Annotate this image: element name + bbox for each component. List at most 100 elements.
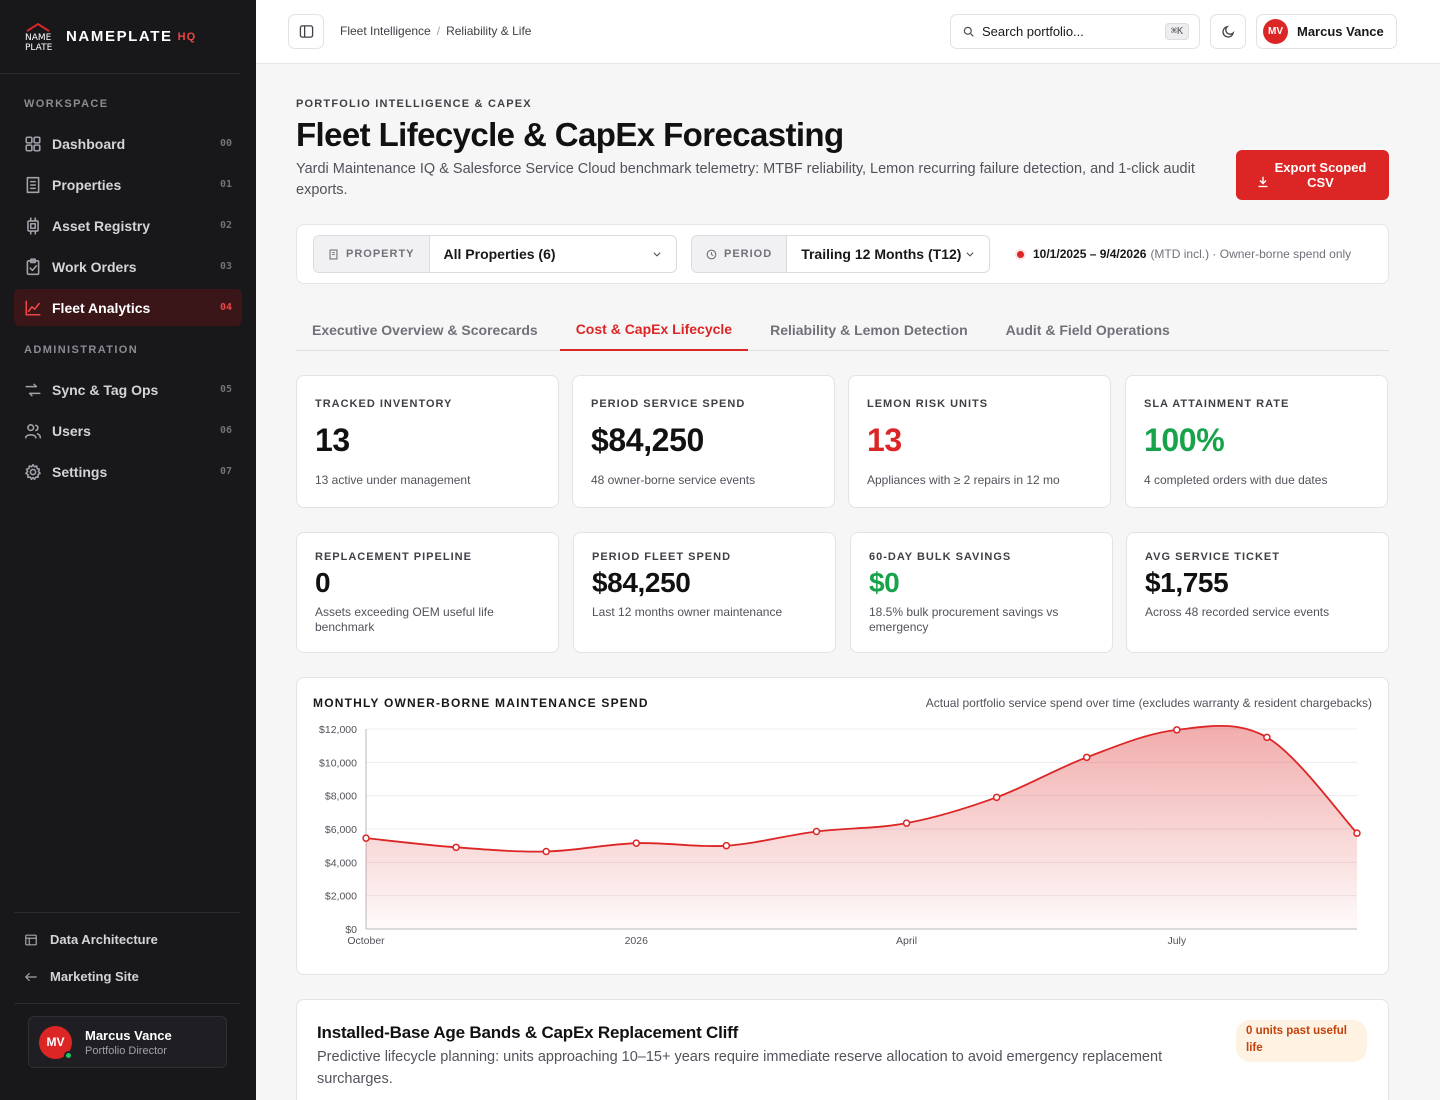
kpi-card-period-service-spend: PERIOD SERVICE SPEND $84,250 48 owner-born… bbox=[572, 375, 835, 508]
sidebar-item-number: 06 bbox=[219, 425, 232, 436]
kpi-label: PERIOD FLEET SPEND bbox=[592, 551, 732, 563]
y-tick-label: $0 bbox=[345, 924, 357, 936]
data-point[interactable] bbox=[362, 834, 370, 842]
data-point[interactable] bbox=[1353, 829, 1361, 837]
kpi-label: 60-DAY BULK SAVINGS bbox=[869, 551, 1012, 563]
tab-cost-capex-lifecycle[interactable]: Cost & CapEx Lifecycle bbox=[559, 308, 749, 351]
data-point[interactable] bbox=[812, 827, 821, 836]
building-icon bbox=[328, 248, 339, 260]
y-tick-label: $6,000 bbox=[325, 824, 357, 836]
topbar: Fleet Intelligence / Reliability & Life … bbox=[256, 0, 1440, 64]
sidebar-item-dashboard[interactable]: Dashboard 00 bbox=[14, 125, 242, 162]
sidebar-footer-data-architecture[interactable]: Data Architecture bbox=[0, 921, 256, 958]
monthly-spend-chart: $0 $2,000 $4,000 $6,000 $8,000 $10,000 $12,000… bbox=[296, 677, 1389, 975]
sidebar-item-asset-registry[interactable]: Asset Registry 02 bbox=[14, 207, 242, 244]
moon-icon bbox=[1221, 25, 1234, 38]
data-point[interactable] bbox=[632, 839, 641, 847]
sidebar-item-properties[interactable]: Properties 01 bbox=[14, 166, 242, 203]
past-useful-life-badge: 0 units past useful life bbox=[1236, 1020, 1367, 1062]
period-filter[interactable]: PERIOD Trailing 12 Months (T12) bbox=[691, 235, 990, 273]
avatar: MV bbox=[1263, 19, 1288, 44]
series-area bbox=[366, 725, 1357, 929]
property-select[interactable]: All Properties (6) bbox=[430, 236, 676, 272]
sidebar: NAME PLATE NAMEPLATE HQ WORKSPACE Dashbo… bbox=[0, 0, 256, 1100]
kpi-subtext: Assets exceeding OEM useful life benchma… bbox=[315, 605, 494, 634]
date-range-indicator: 10/1/2025 – 9/4/2026 (MTD incl.) · Owner… bbox=[1017, 247, 1351, 261]
toggle-sidebar-button[interactable] bbox=[288, 14, 324, 49]
data-point[interactable] bbox=[992, 793, 1001, 802]
user-role: Portfolio Director bbox=[85, 1044, 167, 1057]
sidebar-item-work-orders[interactable]: Work Orders 03 bbox=[14, 248, 242, 285]
data-point[interactable] bbox=[1173, 726, 1181, 734]
sidebar-panel-icon bbox=[299, 25, 313, 38]
data-point[interactable] bbox=[1082, 753, 1091, 762]
breadcrumb-item[interactable]: Fleet Intelligence bbox=[340, 24, 431, 38]
kpi-value: $84,250 bbox=[592, 567, 691, 598]
nameplate-logo-icon: NAME PLATE bbox=[24, 22, 53, 53]
age-bands-card: Installed-Base Age Bands & CapEx Replace… bbox=[296, 999, 1389, 1100]
search-icon bbox=[963, 26, 974, 37]
data-point[interactable] bbox=[452, 843, 460, 852]
data-point[interactable] bbox=[542, 847, 550, 856]
tab-audit-field-operations[interactable]: Audit & Field Operations bbox=[1005, 321, 1170, 338]
theme-toggle-button[interactable] bbox=[1210, 14, 1246, 49]
sidebar-item-sync-tag-ops[interactable]: Sync & Tag Ops 05 bbox=[14, 371, 242, 408]
sidebar-item-number: 05 bbox=[219, 384, 232, 395]
breadcrumb-item[interactable]: Reliability & Life bbox=[446, 24, 532, 38]
sidebar-item-number: 07 bbox=[219, 466, 232, 477]
kpi-value: 13 bbox=[315, 422, 350, 458]
sidebar-item-number: 00 bbox=[219, 138, 232, 149]
page-subtitle: Yardi Maintenance IQ & Salesforce Servic… bbox=[296, 161, 1195, 198]
y-tick-label: $12,000 bbox=[319, 724, 357, 736]
sidebar-item-label: Sync & Tag Ops bbox=[52, 381, 159, 398]
kpi-label: AVG SERVICE TICKET bbox=[1145, 551, 1280, 563]
sidebar-footer-label: Data Architecture bbox=[50, 932, 158, 947]
data-point[interactable] bbox=[902, 819, 911, 827]
sidebar-user-card[interactable]: MV Marcus Vance Portfolio Director bbox=[28, 1016, 227, 1068]
tab-reliability-lemon-detection[interactable]: Reliability & Lemon Detection bbox=[770, 321, 968, 338]
kpi-label: TRACKED INVENTORY bbox=[315, 398, 453, 410]
sidebar-item-users[interactable]: Users 06 bbox=[14, 412, 242, 449]
y-tick-label: $2,000 bbox=[325, 891, 357, 903]
kpi-subtext: 48 owner-borne service events bbox=[591, 473, 756, 487]
table-icon bbox=[24, 933, 38, 947]
refresh-icon bbox=[24, 381, 42, 399]
tab-executive-overview-scorecards[interactable]: Executive Overview & Scorecards bbox=[312, 321, 538, 338]
clipboard-icon bbox=[24, 257, 42, 276]
sidebar-footer-marketing-site[interactable]: Marketing Site bbox=[0, 958, 256, 995]
sidebar-item-number: 03 bbox=[219, 261, 232, 272]
period-select[interactable]: Trailing 12 Months (T12) bbox=[787, 236, 989, 272]
brand[interactable]: NAME PLATE NAMEPLATE HQ bbox=[0, 0, 240, 74]
kpi-card-tracked-inventory: TRACKED INVENTORY 13 13 active under manag… bbox=[296, 375, 559, 508]
sidebar-item-label: Fleet Analytics bbox=[52, 299, 151, 316]
sidebar-item-settings[interactable]: Settings 07 bbox=[14, 453, 242, 490]
breadcrumb: Fleet Intelligence / Reliability & Life bbox=[340, 24, 531, 38]
search-placeholder: Search portfolio... bbox=[982, 24, 1084, 39]
series-line bbox=[365, 724, 1358, 853]
page-eyebrow: PORTFOLIO INTELLIGENCE & CAPEX bbox=[296, 98, 532, 110]
breadcrumb-separator: / bbox=[436, 24, 441, 38]
kpi-label: REPLACEMENT PIPELINE bbox=[315, 551, 472, 563]
sidebar-footer-label: Marketing Site bbox=[50, 969, 139, 984]
sidebar-item-label: Properties bbox=[52, 176, 122, 193]
data-point[interactable] bbox=[1263, 733, 1271, 742]
workspace-section-label: WORKSPACE bbox=[24, 98, 109, 110]
search-input[interactable]: Search portfolio... ⌘K bbox=[950, 14, 1200, 49]
user-menu-button[interactable]: MV Marcus Vance bbox=[1256, 14, 1397, 49]
sidebar-item-fleet-analytics[interactable]: Fleet Analytics 04 bbox=[14, 289, 242, 326]
property-filter[interactable]: PROPERTY All Properties (6) bbox=[313, 235, 677, 273]
kpi-subtext: Across 48 recorded service events bbox=[1145, 605, 1330, 619]
search-shortcut: ⌘K bbox=[1164, 23, 1189, 40]
kpi-card-sla-attainment-rate: SLA ATTAINMENT RATE 100% 4 completed order… bbox=[1125, 375, 1388, 508]
kpi-subtext: 4 completed orders with due dates bbox=[1144, 473, 1328, 487]
export-csv-button[interactable]: Export Scoped CSV bbox=[1236, 150, 1389, 200]
y-tick-label: $10,000 bbox=[319, 757, 357, 769]
sidebar-item-label: Dashboard bbox=[52, 135, 126, 152]
sidebar-item-number: 04 bbox=[219, 302, 232, 313]
data-point[interactable] bbox=[722, 841, 731, 850]
kpi-subtext: 13 active under management bbox=[315, 473, 471, 487]
property-filter-label: PROPERTY bbox=[314, 236, 430, 272]
chart-canvas: $0 $2,000 $4,000 $6,000 $8,000 $10,000 $12,000… bbox=[319, 724, 1361, 947]
kpi-subtext: Appliances with ≥ 2 repairs in 12 mo bbox=[867, 473, 1060, 487]
chart-subtitle: Actual portfolio service spend over time… bbox=[925, 696, 1372, 710]
